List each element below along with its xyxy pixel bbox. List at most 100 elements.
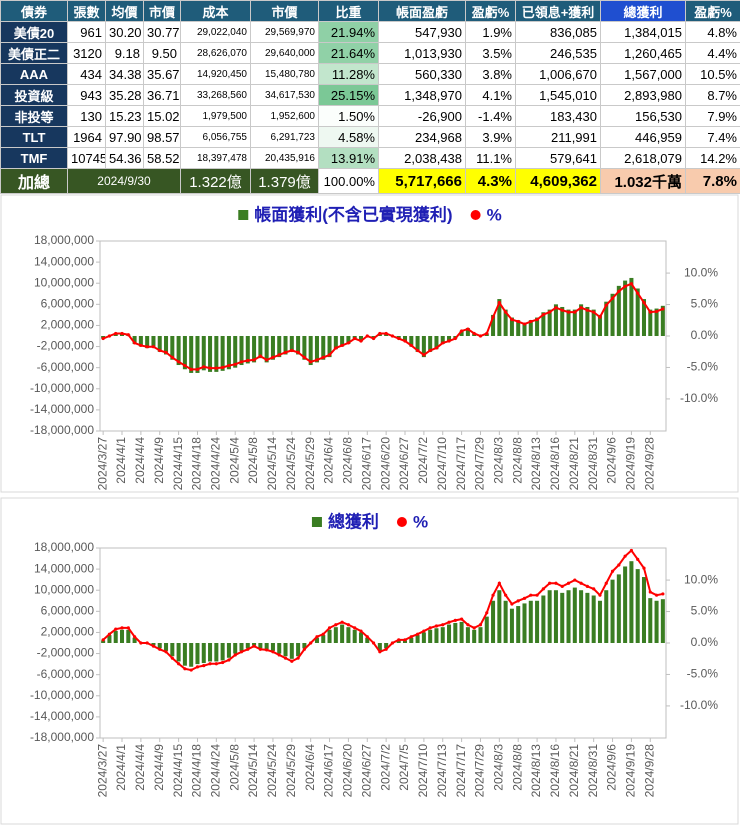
- cell: 20,435,916: [250, 147, 319, 169]
- line-marker: [592, 310, 596, 314]
- bar: [321, 336, 326, 360]
- x-tick-label: 2024/5/14: [246, 744, 260, 798]
- total-cell: 4.3%: [465, 168, 516, 194]
- bar: [572, 587, 577, 643]
- bar: [283, 336, 288, 355]
- line-marker: [195, 665, 200, 669]
- line-marker: [132, 635, 137, 639]
- line-marker: [309, 360, 313, 364]
- line-marker: [296, 350, 300, 354]
- x-tick-label: 2024/4/24: [209, 744, 223, 798]
- header-cell: 市價: [250, 0, 319, 22]
- y2-tick-label: 5.0%: [691, 604, 719, 618]
- x-tick-label: 2024/5/14: [265, 437, 279, 491]
- line-marker: [472, 331, 476, 336]
- line: [102, 282, 664, 371]
- cell: 7.4%: [685, 126, 740, 148]
- bar: [358, 336, 364, 342]
- x-tick-label: 2024/8/21: [567, 744, 581, 798]
- bar: [151, 643, 156, 646]
- line-marker: [629, 282, 634, 286]
- line-marker: [522, 596, 527, 600]
- line-marker: [315, 358, 319, 362]
- x-tick-label: 2024/7/29: [473, 437, 487, 491]
- bar: [264, 336, 269, 363]
- x-tick-label: 2024/9/6: [605, 744, 619, 791]
- header-cell: 成本: [180, 0, 251, 22]
- cell: 1,545,010: [515, 84, 601, 106]
- line-marker: [516, 599, 520, 603]
- data-row: TLT 1964 97.90 98.57 6,056,755 6,291,723 4.58%…: [0, 126, 740, 148]
- bar: [409, 637, 414, 643]
- line-marker: [346, 341, 351, 345]
- total-row: 加總 2024/9/30 1.322億 1.379億 100.00% 5,717,666 4…: [0, 168, 740, 194]
- x-tick-label: 2024/7/29: [473, 744, 487, 798]
- line-marker: [371, 641, 376, 645]
- line-marker: [277, 653, 281, 657]
- line-marker: [623, 554, 627, 558]
- x-tick-label: 2024/7/2: [416, 437, 430, 484]
- y2-tick-label: -5.0%: [687, 667, 719, 681]
- cell: 30.77: [143, 21, 181, 43]
- line-marker: [403, 638, 407, 642]
- x-tick-label: 2024/8/13: [529, 744, 543, 798]
- x-tick-label: 2024/6/27: [359, 744, 373, 798]
- bar: [189, 643, 194, 667]
- x-tick-label: 2024/4/15: [171, 437, 185, 491]
- legend-label: %: [487, 205, 502, 224]
- bar: [553, 304, 558, 336]
- line-marker: [661, 307, 665, 311]
- y-tick-label: 2,000,000: [41, 625, 95, 639]
- bar: [610, 579, 615, 643]
- bar: [170, 643, 175, 657]
- line-marker: [183, 363, 187, 368]
- legend-label: 總獲利: [328, 511, 379, 531]
- bar: [654, 600, 659, 643]
- y2-tick-label: 5.0%: [691, 297, 719, 311]
- line-marker: [283, 350, 288, 354]
- x-tick-label: 2024/4/9: [152, 744, 166, 791]
- line-marker: [353, 626, 357, 630]
- bar: [113, 630, 118, 643]
- bar: [560, 306, 565, 336]
- line-marker: [126, 333, 130, 337]
- bar: [453, 622, 458, 643]
- line-marker: [158, 348, 162, 353]
- cell: 4.4%: [685, 42, 740, 64]
- x-tick-label: 2024/6/17: [322, 744, 336, 798]
- cell: 1,384,015: [600, 21, 686, 43]
- cell: 投資級: [0, 84, 68, 106]
- bar: [421, 336, 426, 358]
- cell: 11.28%: [318, 63, 379, 85]
- cell: 97.90: [105, 126, 144, 148]
- line-marker: [202, 365, 206, 369]
- y-tick-label: -10,000,000: [30, 381, 94, 395]
- cell: 1.50%: [318, 105, 379, 127]
- cell: 183,430: [515, 105, 601, 127]
- cell: 156,530: [600, 105, 686, 127]
- line-marker: [535, 593, 539, 597]
- cell: 15.23: [105, 105, 144, 127]
- bar: [547, 309, 552, 336]
- line-marker: [252, 358, 256, 362]
- x-tick-label: 2024/8/3: [492, 744, 506, 791]
- line-marker: [491, 593, 495, 597]
- bar: [138, 336, 143, 347]
- cell: -1.4%: [465, 105, 516, 127]
- line-marker: [384, 647, 388, 651]
- bar: [365, 637, 370, 643]
- y-tick-label: 18,000,000: [34, 233, 94, 247]
- line-marker: [497, 581, 501, 585]
- cell: 1,567,000: [600, 63, 686, 85]
- bar: [641, 577, 647, 643]
- line-marker: [302, 355, 306, 359]
- x-tick-label: 2024/4/15: [171, 744, 185, 798]
- line-marker: [120, 626, 124, 630]
- line-marker: [290, 348, 294, 353]
- x-tick-label: 2024/8/16: [548, 744, 562, 798]
- x-tick-label: 2024/5/8: [227, 744, 241, 791]
- y-tick-label: 14,000,000: [34, 254, 94, 268]
- cell: 446,959: [600, 126, 686, 148]
- bar: [572, 309, 577, 336]
- x-tick-label: 2024/6/17: [359, 437, 373, 491]
